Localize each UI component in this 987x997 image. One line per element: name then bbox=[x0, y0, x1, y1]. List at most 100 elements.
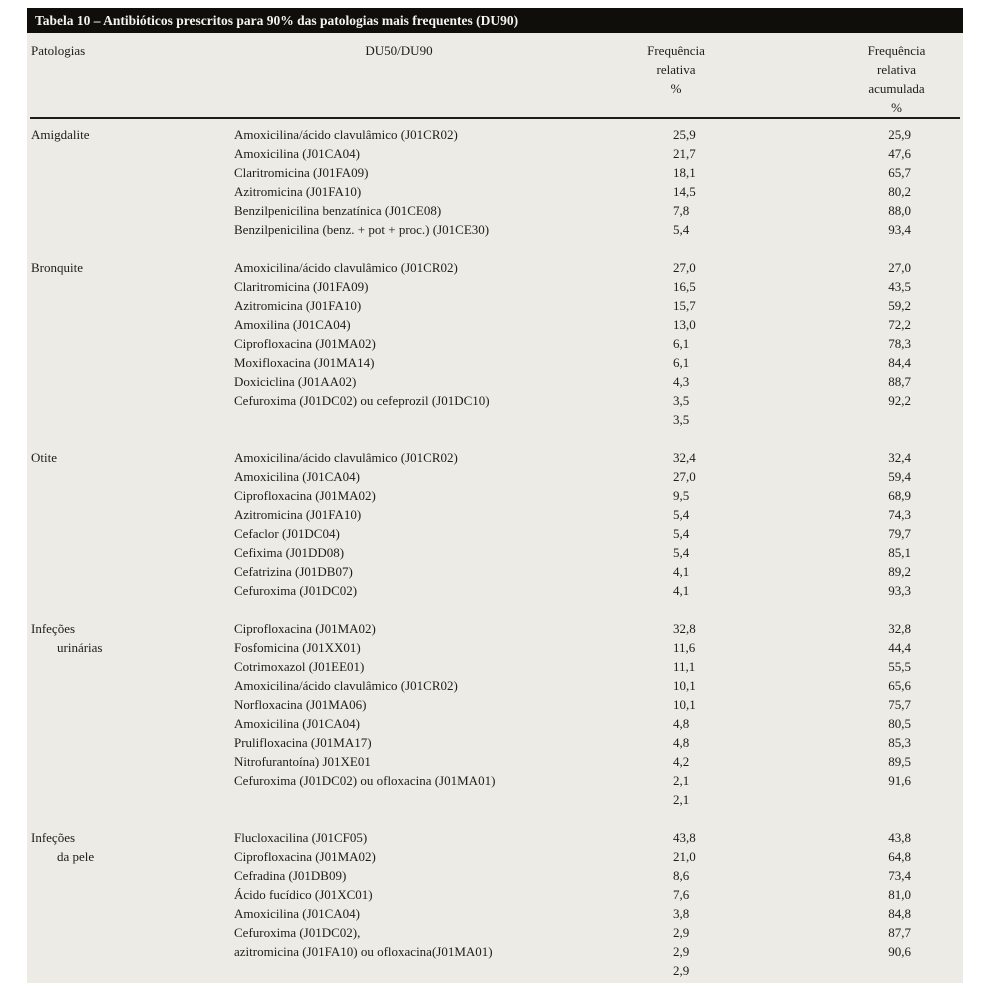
table-row: Azitromicina (J01FA10) 14,5 80,2 bbox=[27, 182, 963, 201]
pathology-cell bbox=[27, 505, 234, 524]
col-header-line: Frequência bbox=[647, 43, 705, 58]
table-row: Moxifloxacina (J01MA14) 6,1 84,4 bbox=[27, 353, 963, 372]
cum-cell: 74,3 bbox=[888, 507, 911, 522]
drug-cell: Cefuroxima (J01DC02), bbox=[234, 925, 361, 940]
table-row: Otite Amoxicilina/ácido clavulâmico (J01C… bbox=[27, 448, 963, 467]
freq-cell: 16,5 bbox=[673, 279, 696, 294]
drug-cell: Ciprofloxacina (J01MA02) bbox=[234, 488, 376, 503]
cum-cell: 84,8 bbox=[888, 906, 911, 921]
pathology-cell bbox=[27, 144, 234, 163]
freq-cell: 4,8 bbox=[673, 716, 690, 731]
drug-cell: Cefuroxima (J01DC02) ou cefeprozil (J01D… bbox=[234, 393, 490, 408]
drug-cell: Ciprofloxacina (J01MA02) bbox=[234, 336, 376, 351]
table-row: Amoxilina (J01CA04) 13,0 72,2 bbox=[27, 315, 963, 334]
cum-cell: 25,9 bbox=[888, 127, 911, 142]
table-row: Infeções Ciprofloxacina (J01MA02) 32,8 32,8 bbox=[27, 619, 963, 638]
drug-cell bbox=[234, 961, 646, 980]
cum-cell: 55,5 bbox=[888, 659, 911, 674]
table-row: urinárias Fosfomicina (J01XX01) 11,6 44,4 bbox=[27, 638, 963, 657]
drug-cell: Benzilpenicilina (benz. + pot + proc.) (… bbox=[234, 222, 490, 237]
col-header-line: Frequência bbox=[867, 43, 926, 58]
pathology-cell bbox=[27, 866, 234, 885]
table-row: Amoxicilina/ácido clavulâmico (J01CR02) 1… bbox=[27, 676, 963, 695]
freq-cell: 11,1 bbox=[673, 659, 696, 674]
pathology-cell bbox=[27, 657, 234, 676]
freq-cell: 32,4 bbox=[673, 450, 696, 465]
drug-cell: Norfloxacina (J01MA06) bbox=[234, 697, 367, 712]
pathology-cell bbox=[27, 752, 234, 771]
cum-cell: 32,8 bbox=[888, 621, 911, 636]
table-row: Ácido fucídico (J01XC01) 7,6 81,0 bbox=[27, 885, 963, 904]
freq-cell: 2,9 bbox=[673, 944, 690, 959]
cum-cell: 93,4 bbox=[888, 222, 911, 237]
cum-cell bbox=[750, 961, 963, 980]
drug-cell: Fosfomicina (J01XX01) bbox=[234, 640, 361, 655]
drug-cell: Amoxicilina (J01CA04) bbox=[234, 469, 361, 484]
col-header-line: % bbox=[670, 81, 682, 96]
table-row: Amoxicilina (J01CA04) 4,8 80,5 bbox=[27, 714, 963, 733]
drug-cell: Cefuroxima (J01DC02) ou ofloxacina (J01M… bbox=[234, 773, 496, 788]
drug-cell: Nitrofurantoína) J01XE01 bbox=[234, 754, 371, 769]
table-row: Claritromicina (J01FA09) 18,1 65,7 bbox=[27, 163, 963, 182]
drug-cell: Amoxilina (J01CA04) bbox=[234, 317, 351, 332]
freq-cell: 3,5 bbox=[673, 412, 690, 427]
pathology-cell: Infeções bbox=[31, 830, 76, 845]
table-row: Infeções Flucloxacilina (J01CF05) 43,8 43,8 bbox=[27, 828, 963, 847]
col-header-du5090: DU50/DU90 bbox=[365, 43, 433, 58]
cum-cell: 78,3 bbox=[888, 336, 911, 351]
pathology-cell bbox=[27, 334, 234, 353]
pathology-cell: Infeções bbox=[31, 621, 76, 636]
table-row: Benzilpenicilina (benz. + pot + proc.) (… bbox=[27, 220, 963, 239]
drug-cell: Ciprofloxacina (J01MA02) bbox=[234, 621, 376, 636]
table-row: Benzilpenicilina benzatínica (J01CE08) 7,… bbox=[27, 201, 963, 220]
freq-cell: 6,1 bbox=[673, 336, 690, 351]
drug-cell: Amoxicilina/ácido clavulâmico (J01CR02) bbox=[234, 127, 458, 142]
drug-cell: Azitromicina (J01FA10) bbox=[234, 507, 362, 522]
table-row: 3,5 bbox=[27, 410, 963, 429]
table-row: Cotrimoxazol (J01EE01) 11,1 55,5 bbox=[27, 657, 963, 676]
pathology-cell bbox=[27, 372, 234, 391]
pathology-cell bbox=[27, 695, 234, 714]
drug-cell: Ciprofloxacina (J01MA02) bbox=[234, 849, 376, 864]
freq-cell: 6,1 bbox=[673, 355, 690, 370]
cum-cell: 65,6 bbox=[888, 678, 911, 693]
cum-cell: 64,8 bbox=[888, 849, 911, 864]
pathology-cell bbox=[27, 885, 234, 904]
freq-cell: 21,7 bbox=[673, 146, 696, 161]
freq-cell: 18,1 bbox=[673, 165, 696, 180]
cum-cell: 80,2 bbox=[888, 184, 911, 199]
freq-cell: 3,5 bbox=[673, 393, 690, 408]
freq-cell: 27,0 bbox=[673, 260, 696, 275]
cum-cell: 89,5 bbox=[888, 754, 911, 769]
drug-cell: Amoxicilina/ácido clavulâmico (J01CR02) bbox=[234, 678, 458, 693]
cum-cell: 65,7 bbox=[888, 165, 911, 180]
drug-cell: Flucloxacilina (J01CF05) bbox=[234, 830, 368, 845]
cum-cell: 27,0 bbox=[888, 260, 911, 275]
table-row: azitromicina (J01FA10) ou ofloxacina(J01… bbox=[27, 942, 963, 961]
pathology-cell bbox=[27, 410, 234, 429]
pathology-cell bbox=[27, 524, 234, 543]
pathology-cell: Otite bbox=[31, 450, 57, 465]
drug-cell: azitromicina (J01FA10) ou ofloxacina(J01… bbox=[234, 944, 493, 959]
table-row: Nitrofurantoína) J01XE01 4,2 89,5 bbox=[27, 752, 963, 771]
freq-cell: 25,9 bbox=[673, 127, 696, 142]
pathology-cell bbox=[27, 277, 234, 296]
drug-cell bbox=[234, 790, 646, 809]
pathology-cell: urinárias bbox=[57, 640, 103, 655]
drug-cell bbox=[234, 410, 646, 429]
freq-cell: 2,1 bbox=[673, 773, 690, 788]
table-row: Norfloxacina (J01MA06) 10,1 75,7 bbox=[27, 695, 963, 714]
table-row: Doxiciclina (J01AA02) 4,3 88,7 bbox=[27, 372, 963, 391]
freq-cell: 4,2 bbox=[673, 754, 690, 769]
pathology-cell bbox=[27, 163, 234, 182]
pathology-cell bbox=[27, 486, 234, 505]
table-row: Bronquite Amoxicilina/ácido clavulâmico (… bbox=[27, 258, 963, 277]
cum-cell: 93,3 bbox=[888, 583, 911, 598]
cum-cell: 91,6 bbox=[888, 773, 911, 788]
freq-cell: 10,1 bbox=[673, 697, 696, 712]
cum-cell: 32,4 bbox=[888, 450, 911, 465]
pathology-cell bbox=[27, 182, 234, 201]
pathology-cell bbox=[27, 315, 234, 334]
table-row: Ciprofloxacina (J01MA02) 9,5 68,9 bbox=[27, 486, 963, 505]
drug-cell: Cefradina (J01DB09) bbox=[234, 868, 347, 883]
